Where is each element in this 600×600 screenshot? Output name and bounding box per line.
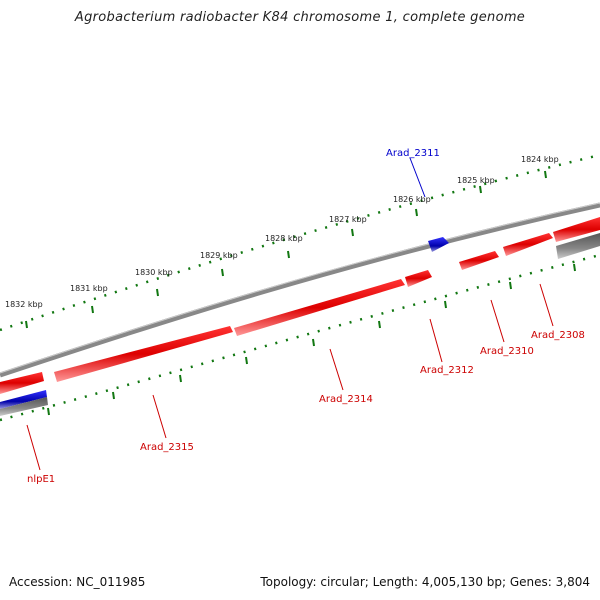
gene-label: Arad_2314 [319,394,373,405]
gene-arad-2308[interactable] [553,217,600,242]
gene-label: Arad_2308 [531,330,585,341]
gene-arad-2315[interactable] [54,326,233,382]
tick-label: 1827 kbp [329,215,367,224]
tick-label: 1824 kbp [521,155,559,164]
tick-label: 1826 kbp [393,195,431,204]
gene-nlpE1[interactable] [0,372,44,394]
grey-feature-right [556,233,600,259]
blue-feature-left [0,390,48,416]
gene-arad-2310-a[interactable] [503,233,553,256]
gene-label: Arad_2315 [140,442,194,453]
genome-backbone [0,202,600,378]
topology-info: Topology: circular; Length: 4,005,130 bp… [260,575,590,589]
label-leaders [26,157,554,471]
tick-label: 1830 kbp [135,268,173,277]
tick-label: 1831 kbp [70,284,108,293]
gene-label: Arad_2310 [480,346,534,357]
outer-major-ticks [25,170,547,329]
tick-label: 1828 kbp [265,234,303,243]
gene-arad-2310[interactable] [459,251,499,270]
gene-label: Arad_2311 [386,148,440,159]
gene-arad-2311[interactable] [428,237,449,252]
tick-label: 1829 kbp [200,251,238,260]
inner-major-ticks [47,263,576,416]
gene-label: Arad_2312 [420,365,474,376]
gene-arad-2312[interactable] [405,270,432,287]
tick-label: 1825 kbp [457,176,495,185]
outer-tick-ring [0,153,600,332]
gene-arad-2314[interactable] [234,279,405,336]
gene-label: nlpE1 [27,474,55,485]
map-title: Agrobacterium radiobacter K84 chromosome… [74,10,526,25]
accession-info: Accession: NC_011985 [9,575,146,589]
tick-label: 1832 kbp [5,300,43,309]
